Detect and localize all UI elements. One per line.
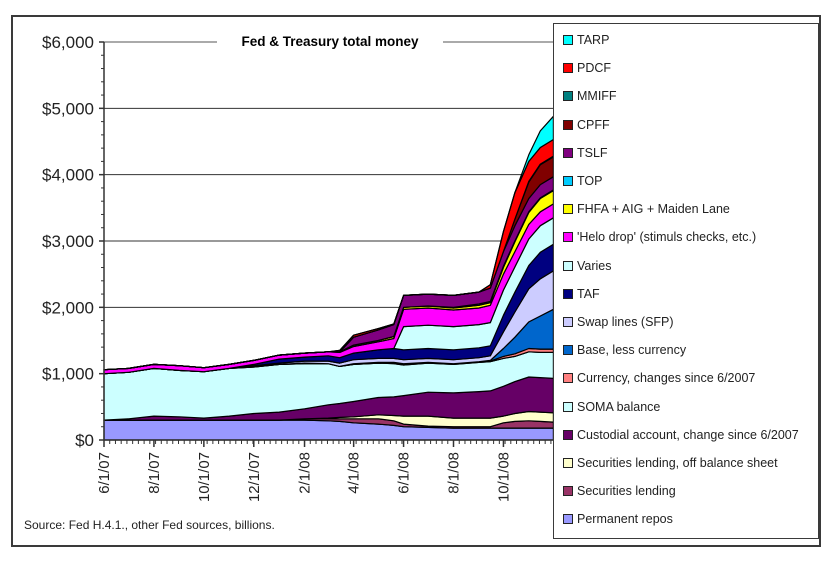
legend-swatch-icon [563,204,573,215]
legend-label: TARP [577,33,610,47]
legend-label: Permanent repos [577,512,673,527]
source-note: Source: Fed H.4.1., other Fed sources, b… [24,518,275,532]
legend-item: Custodial account, change since 6/2007 [563,427,799,443]
legend-swatch-icon [563,91,573,102]
legend-label: FHFA + AIG + Maiden Lane [577,202,730,217]
legend-item: TOP [563,173,602,189]
legend-label: Swap lines (SFP) [577,315,674,329]
y-tick-label: $1,000 [42,365,94,384]
legend-item: Securities lending, off balance sheet [563,455,778,471]
legend-swatch-icon [563,401,573,412]
legend-swatch-icon [563,176,573,186]
x-tick-label: 6/1/08 [396,452,413,494]
legend-item: MMIFF [563,88,617,104]
legend-label: Base, less currency [577,343,687,358]
title-background [217,33,443,50]
legend-label: Securities lending, off balance sheet [577,456,778,470]
legend-swatch-icon [563,458,573,468]
legend-swatch-icon [563,35,573,45]
legend-swatch-icon [563,232,573,243]
legend: TARP PDCF MMIFF CPFF TSLF TOP FHFA + AIG + Mai… [553,23,819,539]
legend-label: TOP [577,174,603,188]
legend-item: FHFA + AIG + Maiden Lane [563,201,730,217]
legend-label: SOMA balance [577,399,661,414]
legend-label: TSLF [577,145,608,160]
legend-item: SOMA balance [563,399,660,415]
legend-item: Base, less currency [563,342,686,358]
legend-label: 'Helo drop' (stimuls checks, etc.) [577,230,757,245]
y-tick-label: $6,000 [42,33,94,52]
y-tick-label: $5,000 [42,99,94,118]
legend-swatch-icon [563,119,573,130]
x-tick-label: 10/1/08 [495,452,512,502]
x-tick-label: 8/1/08 [446,452,463,494]
y-tick-label: $4,000 [42,166,94,185]
y-tick-label: $0 [75,431,94,450]
legend-item: Currency, changes since 6/2007 [563,370,755,386]
chart-title: Fed & Treasury total money [241,34,419,49]
legend-swatch-icon [563,317,573,327]
legend-label: TAF [577,286,600,301]
x-tick-label: 2/1/08 [297,452,314,494]
x-tick-label: 6/1/07 [96,452,113,494]
legend-item: TARP [563,32,609,48]
x-tick-label: 10/1/07 [196,452,213,502]
legend-swatch-icon [563,147,573,158]
legend-swatch-icon [563,429,573,440]
legend-swatch-icon [563,288,573,299]
legend-label: Custodial account, change since 6/2007 [577,427,799,442]
legend-label: MMIFF [577,89,617,104]
legend-swatch-icon [563,486,573,497]
legend-label: PDCF [577,61,612,76]
legend-item: Varies [563,258,612,274]
legend-swatch-icon [563,345,573,356]
legend-swatch-icon [563,260,573,271]
legend-swatch-icon [563,373,573,384]
legend-swatch-icon [563,514,573,525]
y-tick-label: $3,000 [42,232,94,251]
x-tick-label: 4/1/08 [346,452,363,494]
x-tick-label: 12/1/07 [246,452,263,502]
legend-label: Varies [577,258,612,273]
y-tick-label: $2,000 [42,298,94,317]
legend-item: PDCF [563,60,611,76]
legend-item: TAF [563,286,600,302]
legend-item: CPFF [563,117,610,133]
legend-item: Securities lending [563,483,676,499]
legend-item: Permanent repos [563,511,673,527]
legend-item: TSLF [563,145,608,161]
legend-label: Currency, changes since 6/2007 [577,371,756,386]
x-tick-label: 8/1/07 [146,452,163,494]
legend-item: Swap lines (SFP) [563,314,674,330]
legend-label: Securities lending [577,484,676,499]
legend-item: 'Helo drop' (stimuls checks, etc.) [563,229,756,245]
legend-label: CPFF [577,117,610,132]
legend-swatch-icon [563,63,573,74]
